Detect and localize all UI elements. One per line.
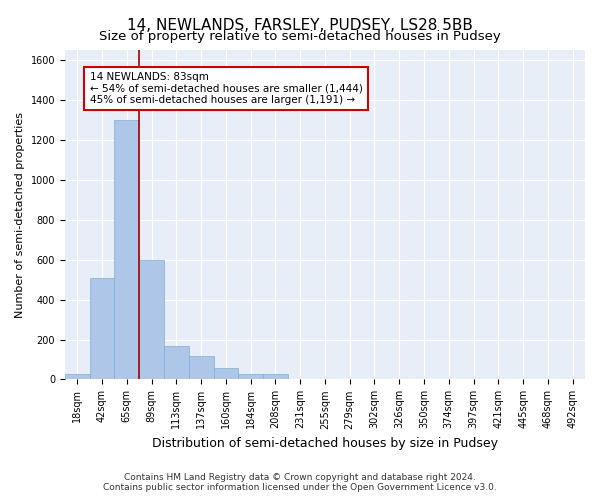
Bar: [164, 346, 189, 380]
Bar: [89, 278, 115, 380]
Text: 14 NEWLANDS: 83sqm
← 54% of semi-detached houses are smaller (1,444)
45% of semi: 14 NEWLANDS: 83sqm ← 54% of semi-detache…: [89, 72, 362, 105]
Bar: [139, 260, 164, 380]
Bar: [214, 368, 238, 380]
Text: Contains HM Land Registry data © Crown copyright and database right 2024.
Contai: Contains HM Land Registry data © Crown c…: [103, 473, 497, 492]
Bar: [115, 120, 139, 380]
Bar: [65, 374, 89, 380]
Bar: [238, 374, 263, 380]
Bar: [189, 356, 214, 380]
X-axis label: Distribution of semi-detached houses by size in Pudsey: Distribution of semi-detached houses by …: [152, 437, 498, 450]
Text: Size of property relative to semi-detached houses in Pudsey: Size of property relative to semi-detach…: [99, 30, 501, 43]
Bar: [263, 374, 288, 380]
Y-axis label: Number of semi-detached properties: Number of semi-detached properties: [15, 112, 25, 318]
Text: 14, NEWLANDS, FARSLEY, PUDSEY, LS28 5BB: 14, NEWLANDS, FARSLEY, PUDSEY, LS28 5BB: [127, 18, 473, 32]
